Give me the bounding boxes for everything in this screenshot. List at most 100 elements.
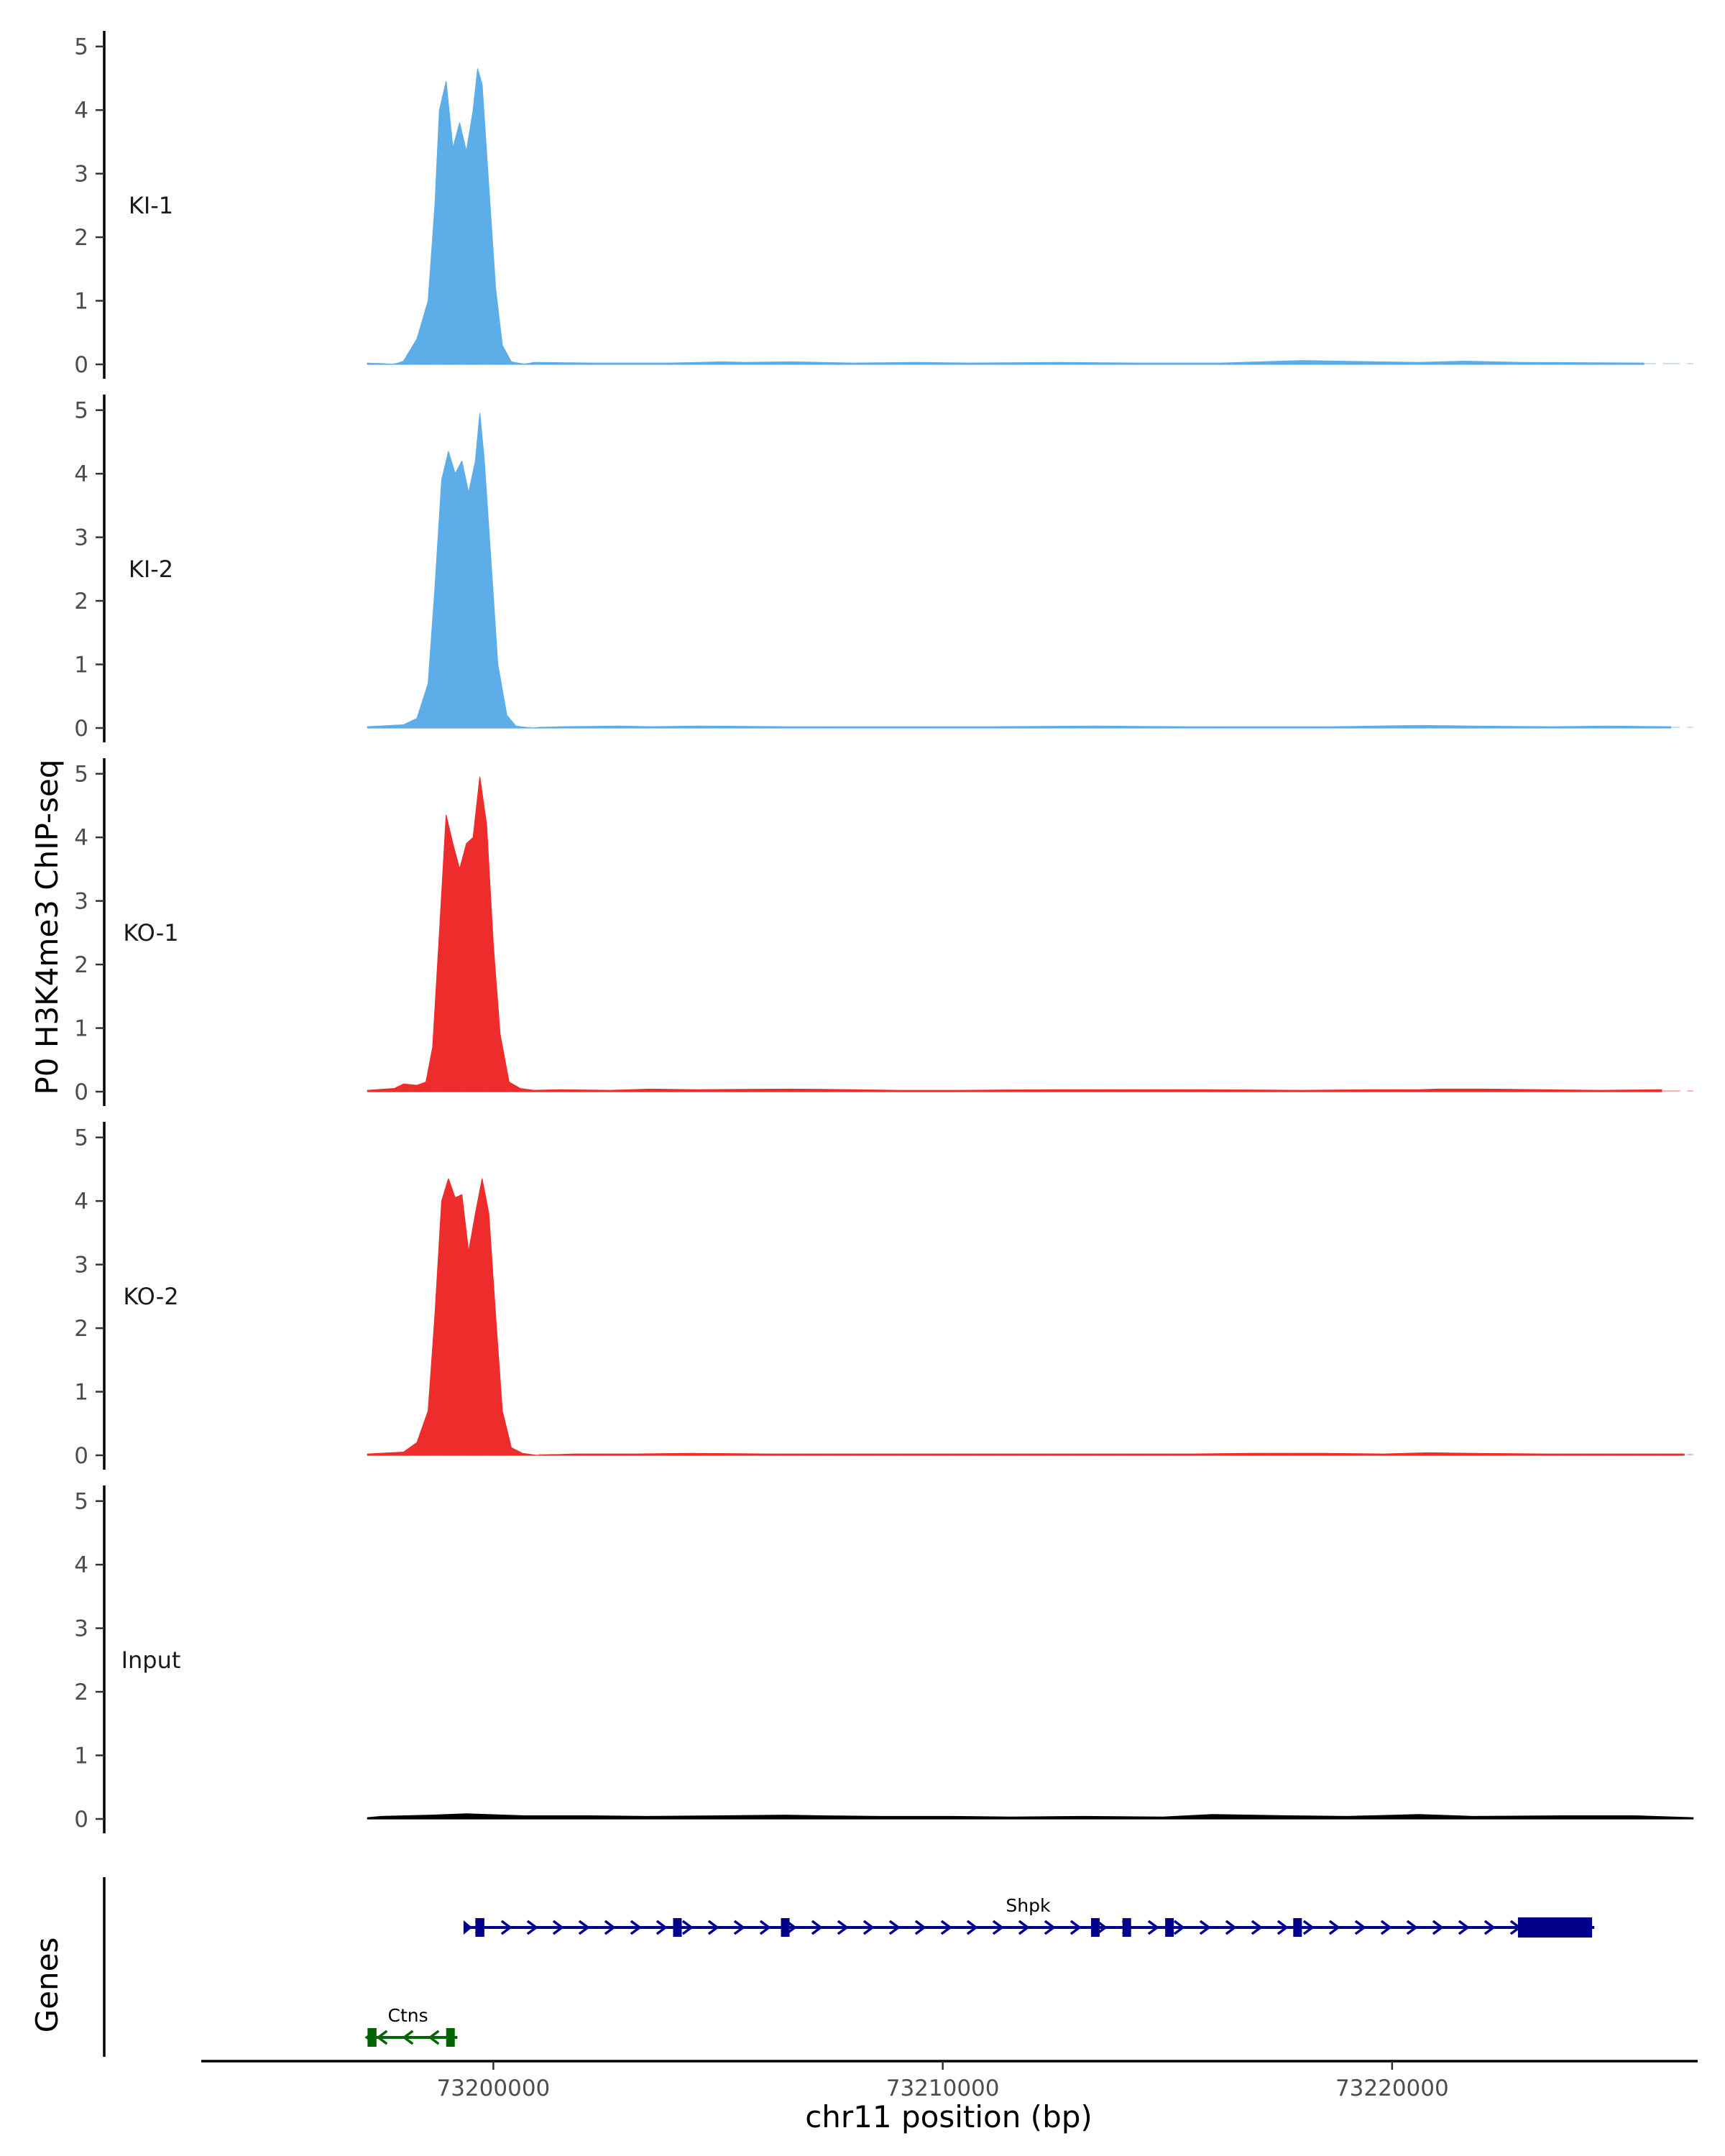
track-ko-2: 0 1 2 3 4 5 KO-2 (74, 1122, 1693, 1470)
x-tick-label: 73200000 (436, 2076, 550, 2101)
strand-arrow (1251, 1920, 1263, 1935)
y-tick-label: 3 (74, 1616, 88, 1642)
y-tick-label: 1 (74, 653, 88, 678)
signal-area-ki-2 (367, 413, 1672, 729)
strand-arrow (1406, 1920, 1418, 1935)
strand-arrow (376, 2030, 388, 2045)
y-tick-label: 1 (74, 1743, 88, 1769)
strand-arrow (992, 1920, 1004, 1935)
strand-arrow (578, 1920, 590, 1935)
strand-arrow (1044, 1920, 1056, 1935)
exon (781, 1918, 790, 1937)
track-ki-1: 0 1 2 3 4 5 KI-1 (74, 31, 1693, 379)
exon (1165, 1918, 1174, 1937)
strand-arrow (940, 1920, 952, 1935)
strand-end-arrow (364, 2029, 377, 2046)
y-tick-label: 4 (74, 1552, 88, 1578)
y-tick-label: 5 (74, 398, 88, 424)
y-axis-title: P0 H3K4me3 ChIP-seq (29, 759, 65, 1095)
exon (1090, 1918, 1100, 1937)
y-tick-label: 2 (74, 1680, 88, 1705)
track-ki-2: 0 1 2 3 4 5 KI-2 (74, 395, 1693, 742)
genes-axis-title: Genes (29, 1938, 65, 2033)
y-tick-label: 4 (74, 98, 88, 124)
track-label-ko-2: KO-2 (123, 1283, 178, 1310)
y-tick-label: 5 (74, 34, 88, 60)
y-tick-label: 4 (74, 1189, 88, 1215)
exon (1517, 1917, 1593, 1938)
y-tick-label: 1 (74, 1016, 88, 1042)
y-tick-label: 3 (74, 1253, 88, 1279)
strand-arrow (1018, 1920, 1030, 1935)
y-tick-label: 2 (74, 952, 88, 978)
x-tick-label: 73220000 (1335, 2076, 1449, 2101)
signal-area-ko-2 (367, 1178, 1685, 1456)
strand-arrow (1484, 1920, 1496, 1935)
signal-area-input (367, 1813, 1694, 1820)
strand-arrow (681, 1920, 694, 1935)
y-tick-label: 0 (74, 1443, 88, 1469)
y-tick-label: 0 (74, 716, 88, 742)
y-tick-label: 2 (74, 225, 88, 251)
y-tick-label: 0 (74, 352, 88, 378)
strand-arrow (552, 1920, 564, 1935)
track-label-ki-1: KI-1 (129, 192, 173, 219)
strand-start-arrow (463, 1920, 472, 1935)
y-tick-label: 4 (74, 825, 88, 851)
strand-arrow (733, 1920, 745, 1935)
y-tick-label: 1 (74, 289, 88, 315)
y-tick-label: 1 (74, 1380, 88, 1406)
y-tick-label: 2 (74, 1316, 88, 1342)
y-tick-label: 3 (74, 889, 88, 915)
exon (1293, 1918, 1302, 1937)
y-tick-label: 0 (74, 1807, 88, 1833)
strand-arrow (707, 1920, 719, 1935)
strand-arrow (526, 1920, 538, 1935)
strand-arrow (888, 1920, 901, 1935)
y-tick-label: 5 (74, 1489, 88, 1515)
y-tick-label: 5 (74, 762, 88, 788)
exon (475, 1918, 484, 1937)
y-tick-label: 3 (74, 525, 88, 551)
signal-area-ko-1 (367, 776, 1662, 1092)
genes-layer: Shpk Ctns (103, 1877, 1595, 2057)
exon (673, 1918, 682, 1937)
strand-arrow (1354, 1920, 1366, 1935)
strand-arrow (1380, 1920, 1392, 1935)
strand-arrow (1432, 1920, 1444, 1935)
strand-arrow (1199, 1920, 1211, 1935)
gene-label-shpk: Shpk (1006, 1895, 1051, 1916)
y-tick-label: 2 (74, 589, 88, 614)
x-axis: 73200000 73210000 73220000 (201, 2060, 1698, 2101)
strand-arrow (604, 1920, 616, 1935)
track-label-input: Input (121, 1646, 181, 1674)
strand-arrow (1173, 1920, 1185, 1935)
x-tick-label: 73210000 (886, 2076, 1000, 2101)
strand-arrow (500, 1920, 512, 1935)
track-ko-1: 0 1 2 3 4 5 KO-1 (74, 758, 1693, 1106)
strand-arrow (837, 1920, 849, 1935)
strand-arrow (428, 2030, 440, 2045)
exon (1122, 1918, 1131, 1937)
strand-arrow (1225, 1920, 1237, 1935)
strand-arrow (1070, 1920, 1082, 1935)
strand-arrow (630, 1920, 642, 1935)
gene-ctns: Ctns (364, 2005, 458, 2047)
strand-arrow (402, 2030, 414, 2045)
strand-arrow (1458, 1920, 1470, 1935)
tracks-layer: 0 1 2 3 4 5 KI-1 0 1 2 3 4 5 KI-2 0 1 2 3 4 5 KO-1 0 1 2 3 4 5 KO-2… (74, 31, 1694, 1833)
x-axis-title: chr11 position (bp) (805, 2099, 1092, 2134)
y-tick-label: 3 (74, 162, 88, 188)
gene-label-ctns: Ctns (388, 2005, 428, 2026)
track-label-ko-1: KO-1 (123, 919, 178, 946)
strand-arrow (914, 1920, 926, 1935)
strand-arrow (811, 1920, 823, 1935)
track-input: 0 1 2 3 4 5 Input (74, 1485, 1694, 1833)
exon (446, 2028, 455, 2047)
y-tick-label: 5 (74, 1125, 88, 1151)
strand-arrow (656, 1920, 668, 1935)
track-label-ki-2: KI-2 (129, 556, 173, 583)
strand-arrow (1147, 1920, 1159, 1935)
strand-arrow (966, 1920, 978, 1935)
